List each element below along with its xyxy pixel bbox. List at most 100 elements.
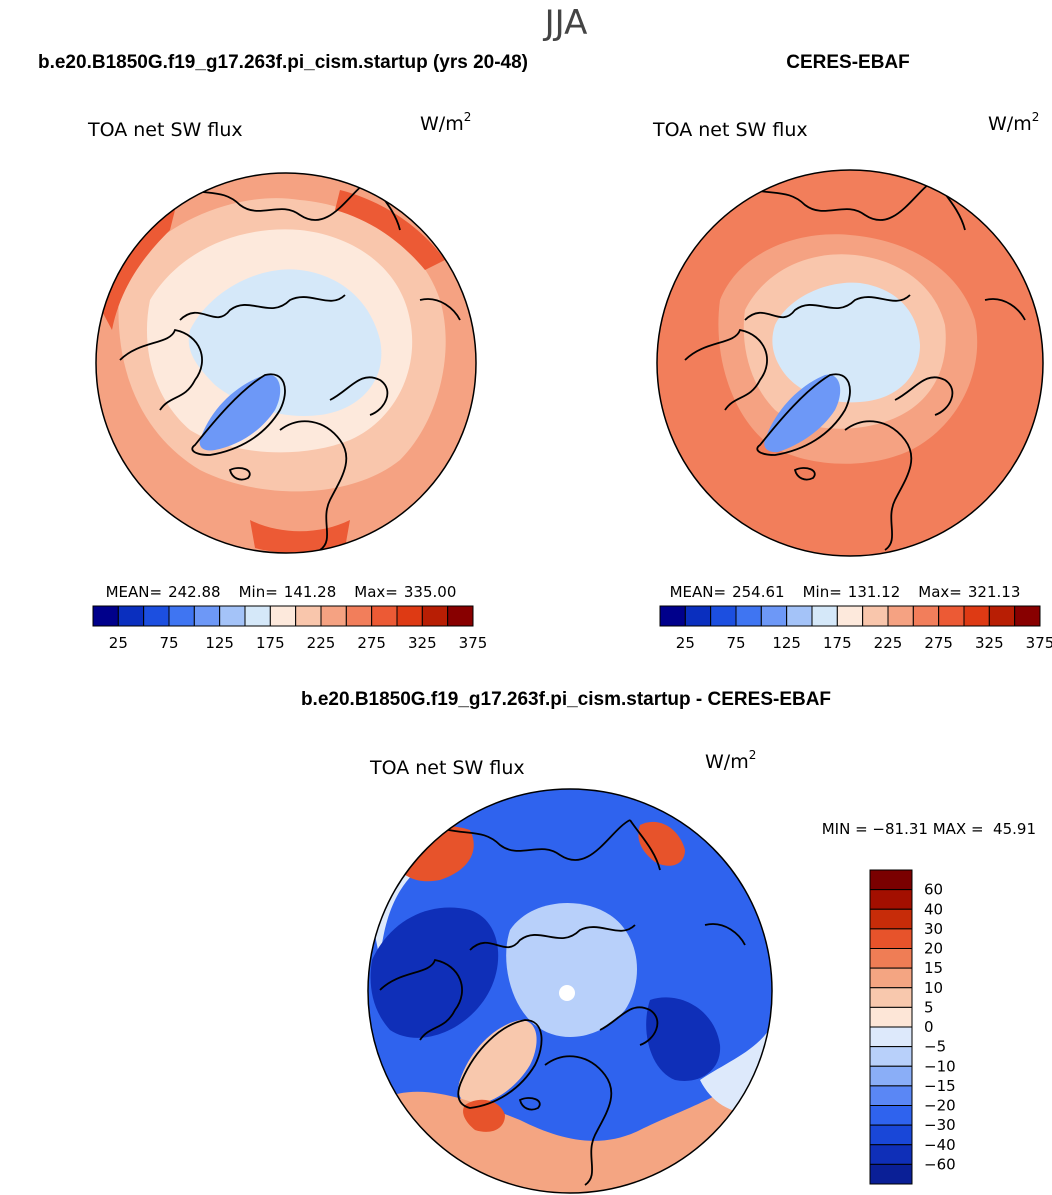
colorbar-tick-label: 20 <box>924 940 943 958</box>
figure-title: JJA <box>543 3 588 43</box>
panel-obs-colorbar: 25 75 125 175 225 275 325 375 <box>659 605 1052 652</box>
colorbar-swatch <box>963 605 990 627</box>
colorbar-tick-label: −40 <box>924 1136 956 1154</box>
panel-obs-stats: MEAN= 254.61 Min= 131.12 Max= 321.13 <box>670 583 1021 601</box>
colorbar-tick-label: 5 <box>924 998 934 1016</box>
colorbar-tick-label: 0 <box>924 1018 934 1036</box>
colorbar-swatch <box>244 605 271 627</box>
colorbar-swatch <box>836 605 864 627</box>
colorbar-tick-label: 375 <box>459 634 488 652</box>
panel-model-units-exp: 2 <box>464 110 472 124</box>
colorbar-swatch <box>269 605 297 627</box>
colorbar-tick-label: −20 <box>924 1097 956 1115</box>
colorbar-swatch <box>869 948 913 969</box>
colorbar-swatch <box>869 1163 913 1185</box>
colorbar-tick-label: 60 <box>924 881 943 899</box>
colorbar-tick-label: −15 <box>924 1077 956 1095</box>
colorbar-swatch <box>92 605 119 627</box>
map-diff-greenland <box>458 1020 537 1105</box>
panel-obs-variable: TOA net SW flux <box>652 119 808 141</box>
colorbar-tick-label: 75 <box>159 634 178 652</box>
map-model-ne-warm <box>335 190 445 270</box>
panel-diff: b.e20.B1850G.f19_g17.263f.pi_cism.startu… <box>301 689 1036 1194</box>
map-diff-border <box>367 788 773 1194</box>
colorbar-swatch <box>869 1105 913 1126</box>
panel-model-map <box>95 172 477 554</box>
colorbar-tick-label: 275 <box>357 634 386 652</box>
colorbar-swatch <box>786 605 813 627</box>
map-obs-arctic <box>772 282 920 403</box>
panel-obs-title: CERES-EBAF <box>786 52 910 73</box>
colorbar-swatch <box>295 605 322 627</box>
panel-diff-variable: TOA net SW flux <box>369 757 525 779</box>
colorbar-swatch <box>760 605 788 627</box>
colorbar-tick-label: 25 <box>676 634 695 652</box>
colorbar-tick-label: 125 <box>772 634 801 652</box>
colorbar-swatch <box>143 605 170 627</box>
map-diff-warm-south <box>370 1060 770 1193</box>
colorbar-swatch <box>869 1026 913 1048</box>
panel-obs: CERES-EBAF TOA net SW flux W/m2 <box>652 52 1052 652</box>
colorbar-swatch <box>869 1085 913 1106</box>
colorbar-swatch <box>684 605 712 627</box>
colorbar-swatch <box>117 605 145 627</box>
colorbar-swatch <box>1014 605 1041 627</box>
colorbar-swatch <box>869 908 913 930</box>
panel-diff-units: W/m2 <box>705 748 756 773</box>
colorbar-swatch <box>219 605 246 627</box>
colorbar-swatch <box>869 1144 913 1165</box>
colorbar-tick-label: 375 <box>1026 634 1052 652</box>
colorbar-swatch <box>862 605 889 627</box>
colorbar-tick-label: 225 <box>307 634 336 652</box>
colorbar-swatch <box>988 605 1016 627</box>
panel-model-variable: TOA net SW flux <box>87 119 243 141</box>
colorbar-tick-label: 75 <box>726 634 745 652</box>
colorbar-swatch <box>869 928 913 949</box>
map-diff-dark-east <box>646 997 721 1081</box>
map-diff-dark-west <box>370 907 499 1038</box>
colorbar-tick-label: 40 <box>924 900 943 918</box>
colorbar-swatch <box>938 605 965 627</box>
panel-diff-map <box>367 788 773 1194</box>
colorbar-swatch <box>869 1006 913 1028</box>
map-diff-coastlines <box>379 819 746 1186</box>
colorbar-swatch <box>421 605 449 627</box>
colorbar-tick-label: 15 <box>924 959 943 977</box>
panel-obs-units-exp: 2 <box>1032 110 1040 124</box>
panel-model: b.e20.B1850G.f19_g17.263f.pi_cism.startu… <box>38 52 528 652</box>
colorbar-swatch <box>912 605 940 627</box>
colorbar-tick-label: 175 <box>823 634 852 652</box>
panel-model-colorbar: 25 75 125 175 225 275 325 375 <box>92 605 488 652</box>
colorbar-swatch <box>869 889 913 910</box>
map-model-border <box>95 172 477 554</box>
colorbar-tick-label: 10 <box>924 979 943 997</box>
panel-obs-units-base: W/m <box>988 113 1032 135</box>
panel-obs-units: W/m2 <box>988 110 1039 135</box>
colorbar-swatch <box>659 605 686 627</box>
panel-model-title: b.e20.B1850G.f19_g17.263f.pi_cism.startu… <box>38 52 528 73</box>
colorbar-swatch <box>811 605 838 627</box>
map-model-greenland <box>199 374 281 451</box>
colorbar-tick-label: 125 <box>205 634 234 652</box>
colorbar-tick-label: 175 <box>256 634 285 652</box>
colorbar-swatch <box>869 1065 913 1087</box>
map-diff-pole <box>559 985 575 1001</box>
colorbar-tick-label: 325 <box>975 634 1004 652</box>
colorbar-swatch <box>371 605 398 627</box>
colorbar-swatch <box>168 605 195 627</box>
colorbar-swatch <box>735 605 762 627</box>
colorbar-tick-label: −30 <box>924 1116 956 1134</box>
map-obs-greenland <box>764 374 841 453</box>
panel-diff-stats: MIN = −81.31 MAX = 45.91 <box>822 820 1036 838</box>
panel-model-stats: MEAN= 242.88 Min= 141.28 Max= 335.00 <box>106 583 457 601</box>
colorbar-swatch <box>320 605 347 627</box>
colorbar-tick-label: 325 <box>408 634 437 652</box>
panel-diff-units-exp: 2 <box>749 748 757 762</box>
panel-model-units-base: W/m <box>420 113 464 135</box>
map-diff-warm-ne <box>638 821 685 866</box>
colorbar-swatch <box>869 967 913 989</box>
colorbar-tick-label: −10 <box>924 1057 956 1075</box>
colorbar-swatch <box>869 1124 913 1146</box>
